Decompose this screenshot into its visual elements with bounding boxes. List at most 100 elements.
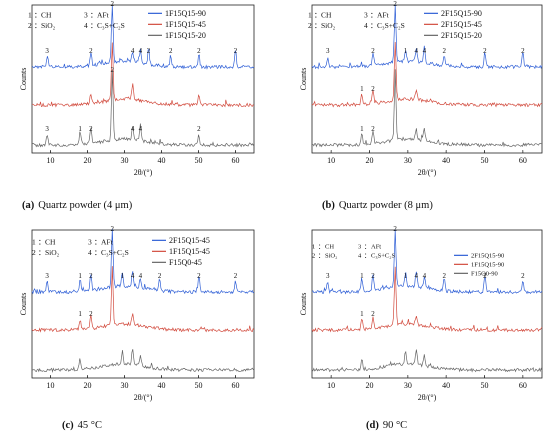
- phase-key-number: 4: [358, 253, 362, 260]
- peak-label: 2: [483, 47, 487, 55]
- phase-key-number: 1: [308, 11, 312, 20]
- x-tick-label: 50: [195, 381, 203, 390]
- legend-entry: 1F15Q15-90: [165, 9, 206, 18]
- peak-label: 4: [131, 125, 135, 133]
- phase-key-name: SiO₂: [325, 253, 337, 260]
- pattern-line-1: [311, 229, 543, 295]
- pattern-line-2: [311, 266, 543, 333]
- y-axis-label: Counts: [19, 68, 28, 91]
- peak-label: 4: [131, 272, 135, 280]
- peak-label: 2: [393, 225, 397, 233]
- y-axis-label: Counts: [299, 68, 308, 91]
- x-tick-label: 10: [47, 381, 55, 390]
- x-axis-label: 2θ/(°): [418, 393, 437, 402]
- phase-key-number: 3: [84, 11, 88, 20]
- peak-label: 1: [360, 310, 364, 318]
- phase-key-separator: ：: [90, 11, 98, 20]
- phase-key-separator: ：: [364, 253, 371, 260]
- phase-key-name: CH: [325, 244, 334, 251]
- x-tick-label: 20: [84, 156, 92, 165]
- phase-key-name: AFt: [101, 238, 114, 247]
- peak-label: 4: [139, 272, 143, 280]
- x-tick-label: 10: [327, 156, 335, 165]
- peak-label: 1: [78, 125, 82, 133]
- peak-label: 4: [423, 272, 427, 280]
- pattern-line-1: [31, 228, 255, 295]
- legend-entry: F15Q0-45: [169, 258, 202, 267]
- peak-label: 2: [393, 0, 397, 8]
- peak-label: 2: [89, 272, 93, 280]
- phase-key-separator: ：: [370, 21, 378, 30]
- phase-key-separator: ：: [38, 238, 46, 247]
- phase-key-separator: ：: [94, 248, 102, 257]
- phase-key-number: 1: [32, 238, 36, 247]
- x-tick-label: 40: [442, 381, 450, 390]
- phase-key-number: 1: [312, 244, 315, 251]
- peak-label: 2: [443, 47, 447, 55]
- y-axis-label: Counts: [299, 293, 308, 316]
- panel-caption: (a) Quartz powder (4 μm): [22, 200, 133, 211]
- pattern-line-2: [32, 42, 255, 108]
- peak-label: 2: [197, 272, 201, 280]
- x-tick-label: 10: [47, 156, 55, 165]
- peak-label: 2: [147, 47, 151, 55]
- x-tick-label: 50: [481, 381, 489, 390]
- peak-label: 4: [139, 47, 143, 55]
- x-axis-label: 2θ/(°): [418, 168, 437, 177]
- pattern-line-2: [31, 266, 255, 333]
- peak-label: 2: [89, 310, 93, 318]
- phase-key-separator: ：: [318, 253, 325, 260]
- peak-label: 2: [169, 47, 173, 55]
- peak-label: 3: [326, 272, 330, 280]
- plot-frame: [31, 4, 255, 154]
- x-tick-label: 40: [442, 156, 450, 165]
- x-tick-label: 20: [366, 381, 374, 390]
- phase-key-separator: ：: [94, 238, 102, 247]
- caption-letter: (c): [62, 420, 74, 431]
- phase-key-number: 3: [88, 238, 92, 247]
- pattern-line-3: [311, 69, 543, 148]
- peak-label: 1: [360, 272, 364, 280]
- peak-label: 1: [404, 47, 408, 55]
- phase-key-name: SiO₂: [41, 21, 56, 30]
- pattern-line-2: [311, 41, 543, 108]
- panel-caption: (b) Quartz powder (8 μm): [322, 200, 433, 211]
- x-tick-label: 30: [404, 381, 412, 390]
- phase-key-name: SiO₂: [45, 248, 60, 257]
- peak-label: 4: [415, 272, 419, 280]
- peak-label: 2: [158, 272, 162, 280]
- peak-label: 1: [78, 272, 82, 280]
- x-tick-label: 30: [121, 381, 129, 390]
- x-tick-label: 40: [158, 381, 166, 390]
- x-tick-label: 60: [232, 156, 240, 165]
- peak-label: 4: [423, 47, 427, 55]
- caption-letter: (a): [22, 200, 35, 211]
- phase-key-separator: ：: [314, 11, 322, 20]
- pattern-line-1: [311, 4, 543, 70]
- phase-key-name: CH: [41, 11, 52, 20]
- phase-key-name: C₃S+C₂S: [101, 248, 129, 257]
- legend-entry: 2F15Q15-90: [441, 9, 482, 18]
- phase-key-separator: ：: [34, 11, 42, 20]
- peak-label: 4: [139, 125, 143, 133]
- peak-label: 2: [111, 225, 115, 233]
- peak-label: 2: [483, 272, 487, 280]
- caption-text: Quartz powder (8 μm): [339, 200, 433, 211]
- peak-label: 2: [371, 272, 375, 280]
- legend-entry: 1F15Q15-45: [165, 20, 206, 29]
- peak-label: 1: [360, 125, 364, 133]
- panel-caption: (d) 90 °C: [366, 420, 407, 431]
- phase-key-separator: ：: [318, 244, 325, 251]
- caption-text: 90 °C: [383, 420, 407, 431]
- peak-label: 2: [521, 272, 525, 280]
- peak-label: 2: [111, 0, 115, 8]
- peak-label: 1: [78, 310, 82, 318]
- caption-letter: (b): [322, 200, 335, 211]
- phase-key-name: SiO₂: [321, 21, 336, 30]
- peak-label: 2: [197, 47, 201, 55]
- peak-label: 2: [371, 47, 375, 55]
